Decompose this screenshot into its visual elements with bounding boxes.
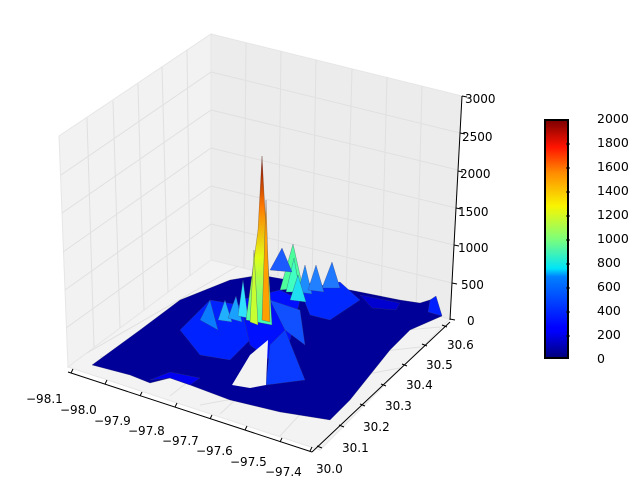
svg-text:30.0: 30.0 <box>316 462 343 476</box>
y-axis-labels: 30.0 30.1 30.2 30.3 30.4 30.5 30.6 <box>316 338 474 476</box>
svg-text:30.2: 30.2 <box>363 420 390 434</box>
svg-text:−98.1: −98.1 <box>26 392 63 406</box>
svg-text:500: 500 <box>461 278 484 292</box>
y-axis-ticks <box>316 324 448 449</box>
colorbar-label-600: 600 <box>597 279 621 294</box>
y-axis-line <box>311 321 451 453</box>
svg-text:−97.7: −97.7 <box>162 434 199 448</box>
svg-text:−97.4: −97.4 <box>265 465 302 479</box>
svg-text:30.6: 30.6 <box>447 338 474 352</box>
x-axis-ticks <box>70 368 313 452</box>
svg-text:30.4: 30.4 <box>406 378 433 392</box>
svg-text:2000: 2000 <box>460 167 491 181</box>
surface <box>91 155 443 421</box>
svg-text:−98.0: −98.0 <box>60 403 97 417</box>
colorbar-label-1600: 1600 <box>597 159 629 174</box>
svg-text:0: 0 <box>467 314 475 328</box>
colorbar-label-0: 0 <box>597 351 605 366</box>
colorbar-label-1800: 1800 <box>597 135 629 150</box>
svg-text:−97.9: −97.9 <box>94 414 131 428</box>
z-axis-ticks <box>449 95 468 321</box>
svg-text:30.3: 30.3 <box>385 399 412 413</box>
svg-text:3000: 3000 <box>465 92 496 106</box>
colorbar-ticks <box>566 143 570 337</box>
colorbar-gradient <box>546 121 567 357</box>
svg-text:1500: 1500 <box>458 205 489 219</box>
colorbar-label-400: 400 <box>597 303 621 318</box>
svg-text:−97.5: −97.5 <box>230 455 267 469</box>
svg-text:−97.8: −97.8 <box>128 424 165 438</box>
svg-text:30.1: 30.1 <box>342 441 369 455</box>
x-axis-labels: −98.1 −98.0 −97.9 −97.8 −97.7 −97.6 −97.… <box>26 392 302 479</box>
colorbar-label-1400: 1400 <box>597 183 629 198</box>
colorbar-label-2000: 2000 <box>597 111 629 126</box>
x-axis-line <box>67 371 313 453</box>
colorbar <box>544 119 569 359</box>
colorbar-label-1000: 1000 <box>597 231 629 246</box>
colorbar-label-200: 200 <box>597 327 621 342</box>
colorbar-label-1200: 1200 <box>597 207 629 222</box>
svg-text:30.5: 30.5 <box>426 358 453 372</box>
z-axis-labels: 0 500 1000 1500 2000 2500 3000 <box>458 92 496 328</box>
colorbar-label-800: 800 <box>597 255 621 270</box>
svg-text:−97.6: −97.6 <box>196 444 233 458</box>
svg-text:1000: 1000 <box>458 241 489 255</box>
svg-text:2500: 2500 <box>462 130 493 144</box>
